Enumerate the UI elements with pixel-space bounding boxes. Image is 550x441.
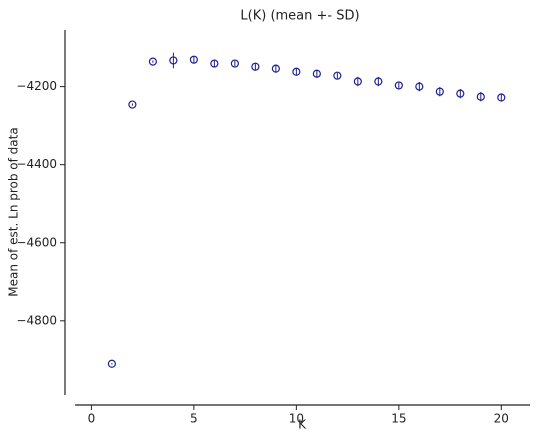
- point: [107, 359, 116, 368]
- point: [292, 67, 301, 76]
- y-tick-label: −4200: [16, 79, 57, 93]
- point: [128, 100, 137, 109]
- y-tick-label: −4600: [16, 235, 57, 249]
- point: [374, 77, 383, 86]
- point: [312, 69, 321, 78]
- point: [169, 56, 178, 65]
- point: [148, 57, 157, 66]
- point: [415, 82, 424, 91]
- y-axis-label: Mean of est. Ln prob of data: [7, 127, 21, 296]
- y-tick-label: −4400: [16, 157, 57, 171]
- point: [497, 93, 506, 102]
- point: [210, 59, 219, 68]
- x-axis-label: K: [298, 418, 307, 432]
- point: [456, 89, 465, 98]
- x-tick-label: 20: [494, 412, 509, 426]
- x-tick-label: 10: [289, 412, 304, 426]
- y-tick-label: −4800: [16, 313, 57, 327]
- point: [394, 81, 403, 90]
- point: [435, 87, 444, 96]
- x-tick-label: 5: [190, 412, 198, 426]
- point: [476, 92, 485, 101]
- point: [271, 64, 280, 73]
- point: [230, 59, 239, 68]
- point: [333, 71, 342, 80]
- x-tick-label: 15: [391, 412, 406, 426]
- point: [189, 55, 198, 64]
- point: [251, 62, 260, 71]
- chart-title: L(K) (mean +- SD): [240, 9, 359, 24]
- point: [353, 77, 362, 86]
- x-tick-label: 0: [88, 412, 96, 426]
